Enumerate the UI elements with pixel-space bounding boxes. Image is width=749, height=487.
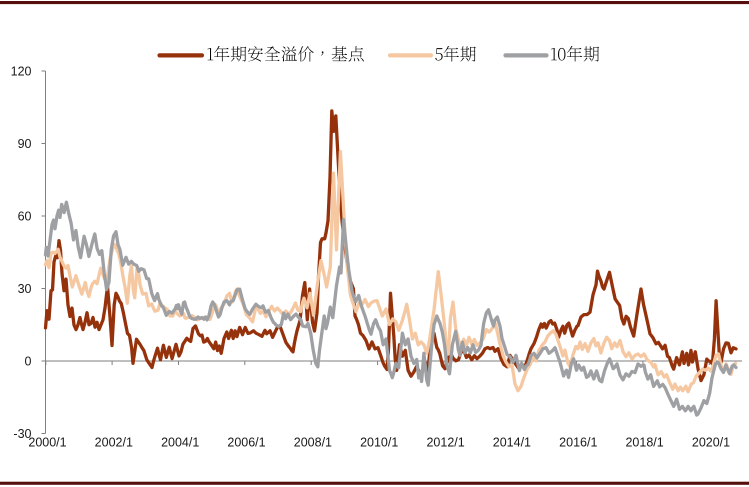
svg-text:2012/1: 2012/1 xyxy=(426,436,464,450)
svg-text:2000/1: 2000/1 xyxy=(28,436,66,450)
svg-text:2010/1: 2010/1 xyxy=(360,436,398,450)
svg-text:2018/1: 2018/1 xyxy=(625,436,663,450)
svg-text:2020/1: 2020/1 xyxy=(692,436,730,450)
svg-text:0: 0 xyxy=(25,354,32,368)
svg-text:2014/1: 2014/1 xyxy=(493,436,531,450)
svg-text:2002/1: 2002/1 xyxy=(95,436,133,450)
svg-text:2008/1: 2008/1 xyxy=(294,436,332,450)
svg-text:30: 30 xyxy=(18,282,32,296)
svg-text:2016/1: 2016/1 xyxy=(559,436,597,450)
svg-text:60: 60 xyxy=(18,209,32,223)
svg-text:-30: -30 xyxy=(13,427,31,441)
svg-text:2006/1: 2006/1 xyxy=(227,436,265,450)
svg-text:120: 120 xyxy=(11,64,32,78)
svg-text:2004/1: 2004/1 xyxy=(161,436,199,450)
svg-text:90: 90 xyxy=(18,137,32,151)
